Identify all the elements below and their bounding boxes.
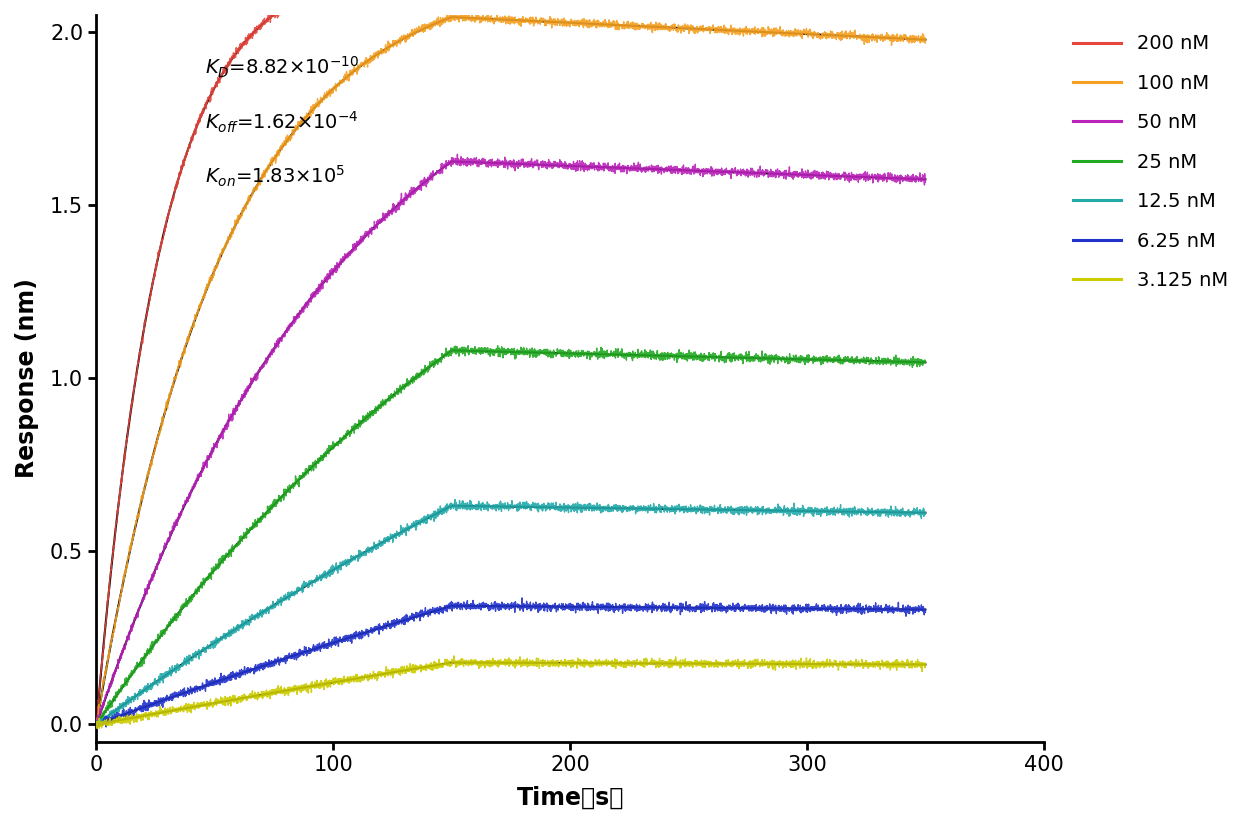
Text: $K_{off}$=1.62×10$^{-4}$: $K_{off}$=1.62×10$^{-4}$ [205, 110, 360, 134]
Text: $K_{on}$=1.83×10$^{5}$: $K_{on}$=1.83×10$^{5}$ [205, 164, 346, 189]
Y-axis label: Response (nm): Response (nm) [15, 278, 39, 478]
X-axis label: Time（s）: Time（s） [516, 786, 624, 810]
Text: $K_D$=8.82×10$^{-10}$: $K_D$=8.82×10$^{-10}$ [205, 55, 360, 80]
Legend: 200 nM, 100 nM, 50 nM, 25 nM, 12.5 nM, 6.25 nM, 3.125 nM: 200 nM, 100 nM, 50 nM, 25 nM, 12.5 nM, 6… [1063, 25, 1238, 299]
